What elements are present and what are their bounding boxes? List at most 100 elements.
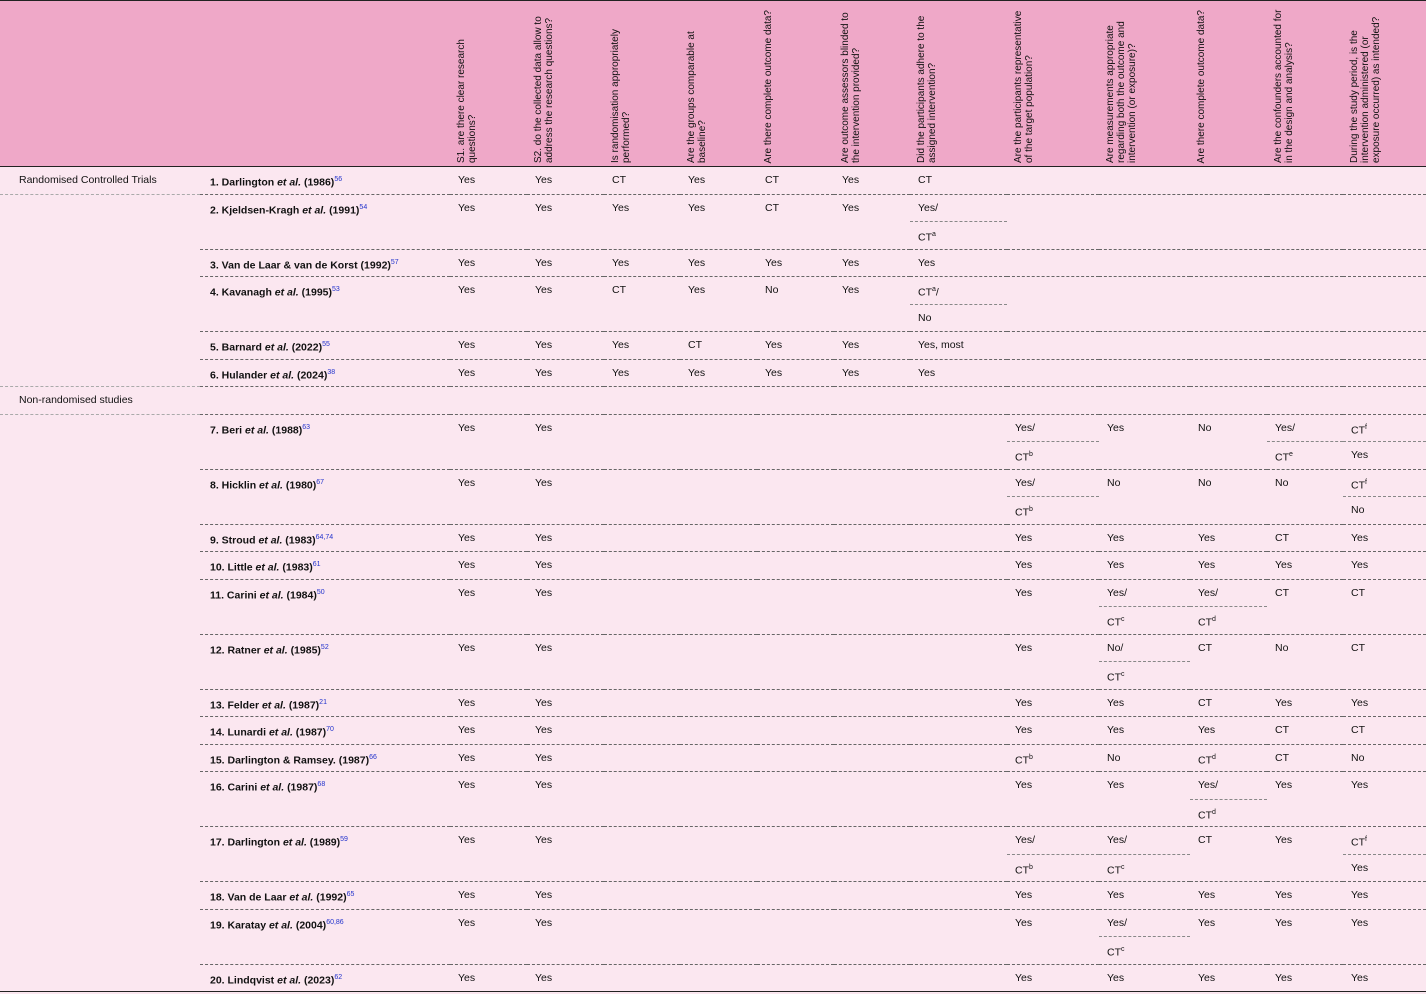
rating-cell	[910, 771, 1007, 827]
reference: 54	[359, 203, 368, 211]
study-year: (2004)	[295, 919, 327, 931]
study-label: 13. Felder et al. (1987)21	[200, 690, 450, 717]
rating-line: Yes	[1099, 717, 1190, 744]
rating-cell	[1099, 276, 1190, 332]
rating-line	[1099, 167, 1190, 194]
cell-text: Yes/	[1198, 586, 1219, 599]
cell-text: Yes	[458, 834, 476, 846]
et-al: et al.	[261, 699, 286, 711]
reference: 21	[319, 698, 327, 706]
study-row: 13. Felder et al. (1987)21 Yes Yes Yes Yes CT…	[0, 689, 1426, 717]
rating-line: Yes	[450, 250, 527, 277]
rating-cell: Yes/CTd	[1190, 579, 1267, 635]
rating-cell	[834, 551, 910, 580]
header-row: S1. are there clear research questions? S…	[0, 0, 1426, 167]
blank-line	[200, 496, 450, 523]
cell-text: Yes/	[1107, 916, 1128, 929]
rating-line	[1007, 250, 1099, 277]
rating-line	[1343, 250, 1426, 277]
rating-cell: Yes	[527, 634, 604, 690]
rating-cell: Yes	[1099, 551, 1190, 580]
rating-cell: Yes	[1099, 524, 1190, 552]
cell-text: Yes	[918, 256, 936, 269]
rating-line	[604, 910, 680, 937]
study-name: 4. Kavanagh	[210, 286, 272, 299]
rating-line: Yes	[527, 167, 604, 194]
rating-cell: Yes	[527, 579, 604, 635]
rating-cell	[604, 826, 680, 882]
study-year: (2022)	[291, 341, 323, 354]
rating-line: CTa/	[910, 277, 1007, 305]
cell-text: CT	[1107, 864, 1121, 876]
rating-cell	[757, 469, 834, 525]
rating-line: Yes	[1099, 772, 1190, 799]
rating-line	[1267, 167, 1343, 194]
cell-text: Yes	[842, 201, 860, 214]
et-al: et al.	[268, 919, 293, 931]
rating-line	[604, 415, 680, 442]
blank-line	[200, 936, 450, 963]
study-cell: 3. Van de Laar & van de Korst (1992)57	[200, 249, 450, 277]
rating-cell: Yes	[834, 359, 910, 387]
rating-line	[910, 772, 1007, 799]
rating-cell	[910, 881, 1007, 910]
rating-cell	[757, 909, 834, 965]
cell-text: Yes	[765, 339, 783, 351]
rating-line: Yes	[527, 525, 604, 552]
rating-line: Yes/	[1190, 772, 1267, 800]
study-year: (1987)	[288, 699, 320, 711]
study-name: 18. Van de Laar	[210, 891, 287, 904]
question-text: Is randomisation appropriately performed…	[610, 29, 632, 163]
rating-cell: Yes	[1190, 524, 1267, 552]
rating-line: Yes	[1190, 552, 1267, 579]
study-name: 6. Hulander	[210, 369, 268, 381]
cell-text: CT	[1275, 586, 1289, 599]
rating-line: Yes	[450, 635, 527, 662]
study-row: 2. Kjeldsen-Kragh et al. (1991)54 Yes Yes Y…	[0, 194, 1426, 250]
rating-cell	[910, 909, 1007, 965]
rating-cell: Yes	[1007, 689, 1099, 717]
rating-line	[680, 910, 757, 937]
rating-cell	[834, 771, 910, 827]
reference: 64,74	[315, 533, 334, 541]
rating-cell: Yes	[450, 524, 527, 552]
rating-line	[680, 965, 757, 992]
rating-line: No	[1343, 497, 1426, 524]
rating-cell: CT	[757, 194, 834, 250]
rating-cell: Yes	[527, 524, 604, 552]
cell-text: Yes	[458, 339, 476, 351]
header-blank	[0, 0, 200, 167]
rating-line: CT	[1267, 745, 1343, 772]
rating-line: Yes	[1190, 965, 1267, 992]
rating-cell: Yes	[527, 469, 604, 525]
rating-cell: No	[1099, 469, 1190, 525]
spacer	[200, 386, 1426, 415]
cell-text: CT	[1015, 754, 1029, 766]
study-row: 18. Van de Laar et al. (1992)65 Yes Yes Yes…	[0, 881, 1426, 910]
rating-line	[757, 580, 834, 607]
cell-text: Yes	[1107, 559, 1125, 571]
rating-line	[757, 910, 834, 937]
cell-text: CT	[1351, 479, 1365, 491]
rating-line: Yes	[1267, 910, 1343, 937]
rating-line: Yes	[1007, 882, 1099, 909]
rating-line	[1343, 332, 1426, 359]
rating-line	[1007, 167, 1099, 194]
cell-text: Yes	[1107, 724, 1125, 736]
question-text: S2. do the collected data allow to addre…	[533, 16, 555, 163]
study-year: (2024)	[296, 369, 328, 381]
cell-text: Yes	[1275, 889, 1293, 901]
rating-cell: Yes	[527, 689, 604, 717]
cell-text: Yes	[458, 476, 476, 489]
rating-line	[757, 470, 834, 497]
rating-cell: Yes	[834, 331, 910, 360]
study-label: 15. Darlington & Ramsey. (1987)66	[200, 745, 450, 772]
cell-text: Yes	[1275, 971, 1293, 984]
reference: 50	[316, 588, 325, 596]
et-al: et al.	[289, 891, 314, 904]
footnote-mark: f	[1365, 423, 1367, 431]
rating-line: Yes	[527, 360, 604, 387]
rating-cell	[1099, 359, 1190, 387]
rating-line: No/	[1099, 635, 1190, 662]
rating-cell	[1267, 331, 1343, 360]
